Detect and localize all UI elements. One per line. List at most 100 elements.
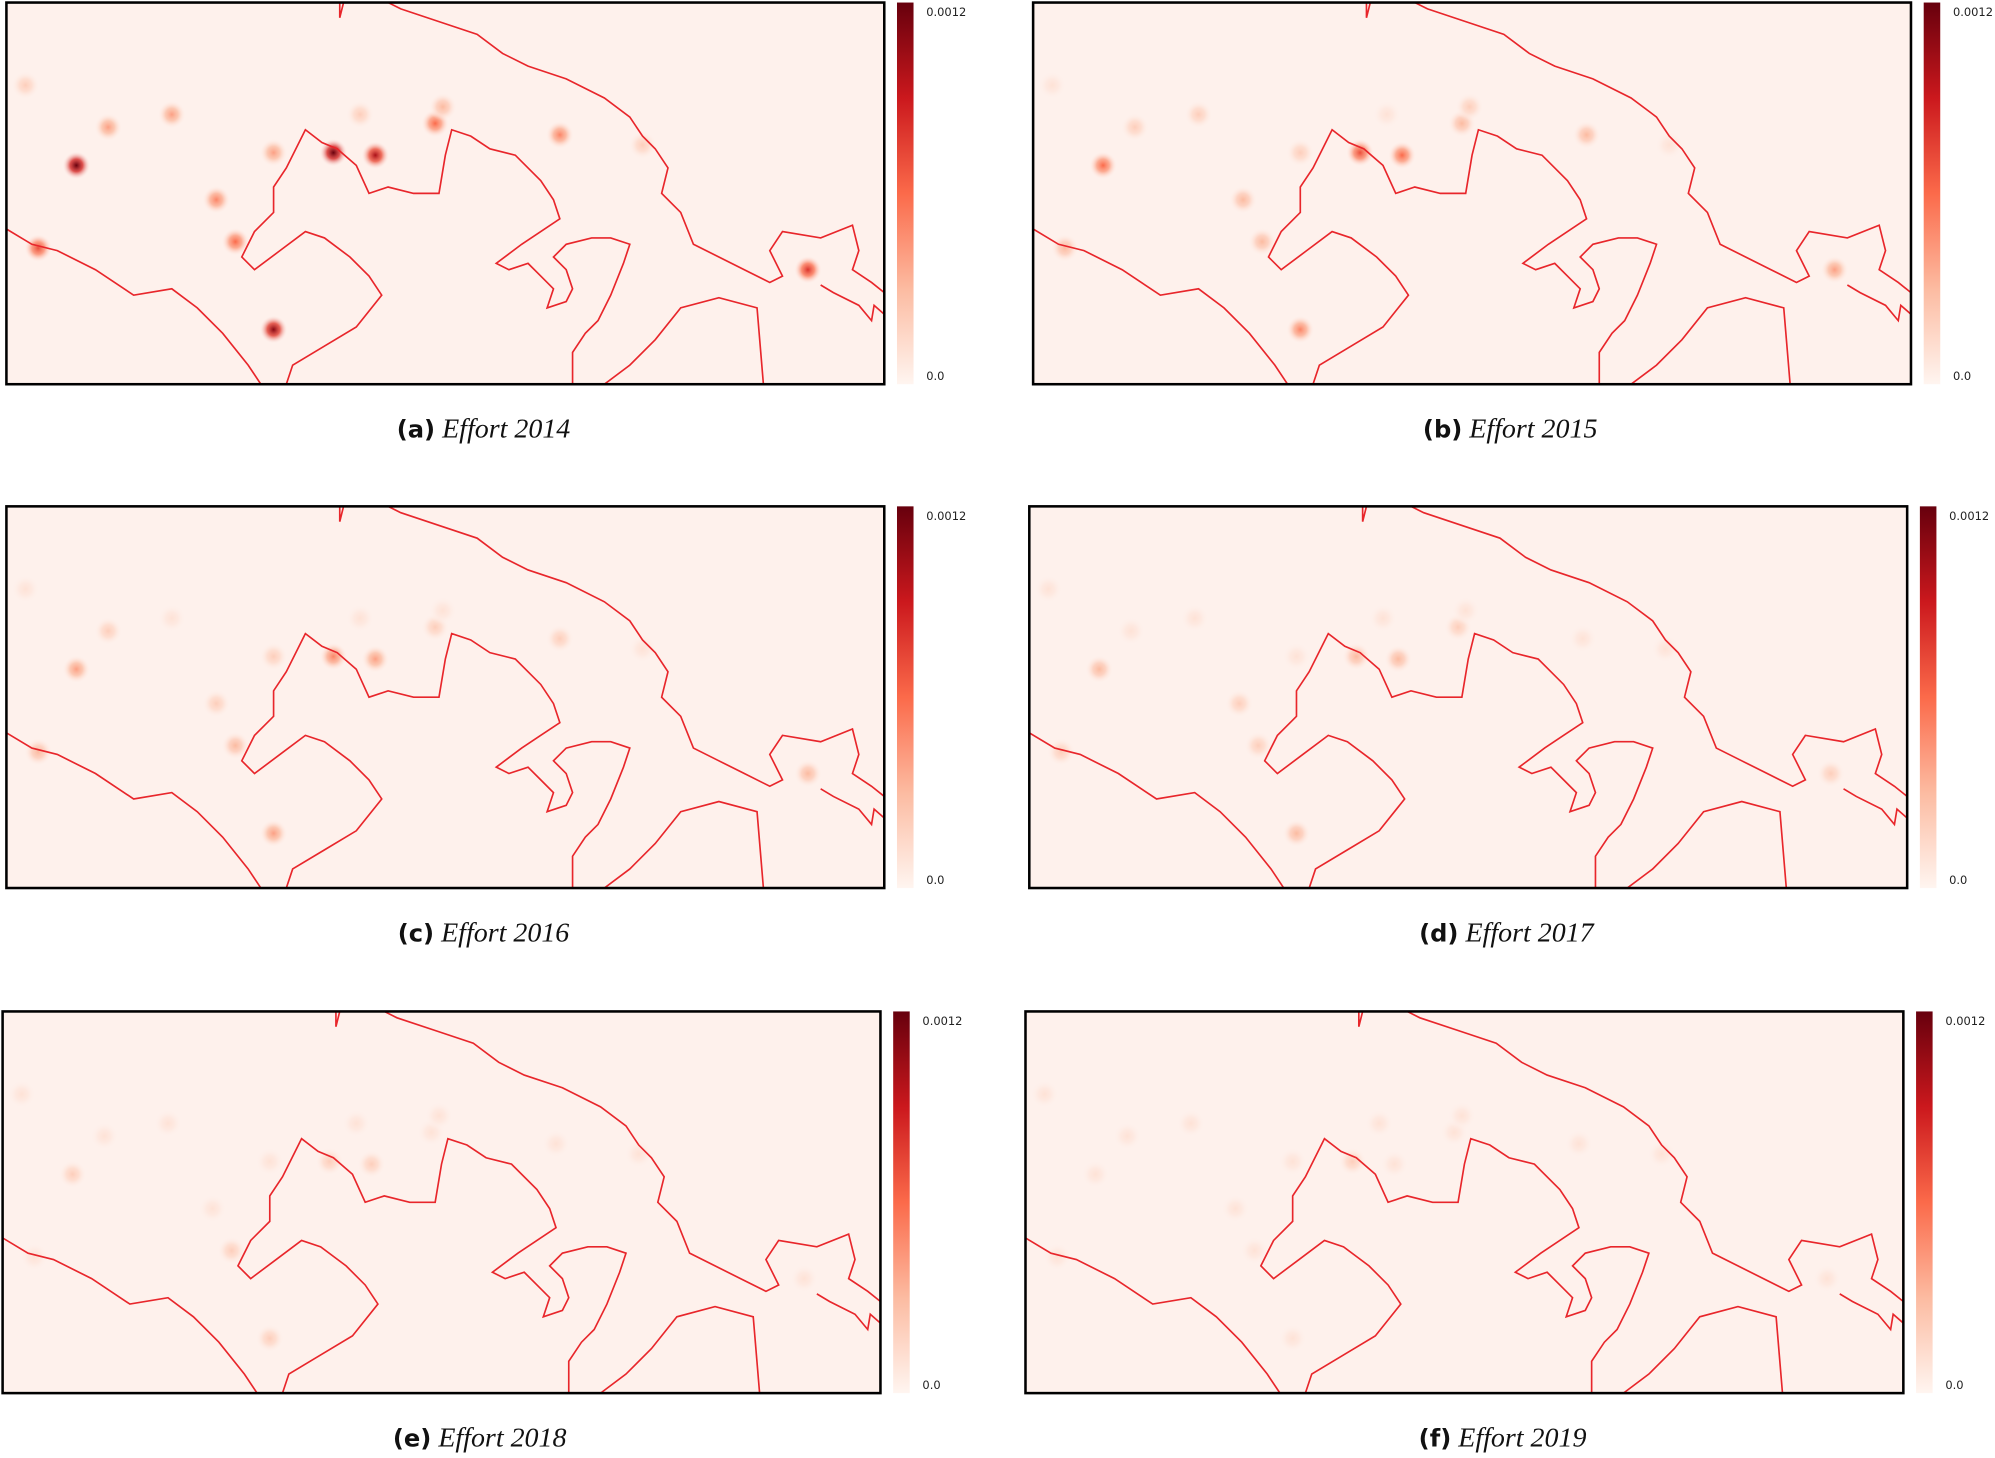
hotspot (255, 1147, 284, 1176)
coastline (6, 732, 262, 889)
hotspot (1030, 1080, 1059, 1109)
coastline (6, 228, 262, 385)
coastline (338, 506, 345, 522)
hotspot (1655, 131, 1684, 160)
hotspot (1572, 120, 1601, 149)
coastline (1025, 1237, 1281, 1394)
hotspot (1813, 1264, 1842, 1293)
coastline (1263, 632, 1654, 889)
map-background (6, 506, 885, 889)
colorbar-tick-label: 0.0012 (1953, 5, 1993, 19)
hotspot (24, 234, 53, 263)
hotspot (346, 100, 375, 129)
hotspot (157, 604, 186, 633)
caption-title: Effort 2014 (441, 414, 570, 445)
hotspot (20, 1242, 49, 1271)
hotspot (361, 141, 390, 170)
hotspot (255, 1324, 284, 1353)
caption-space (435, 414, 442, 445)
colorbar-tick-label: 0.0 (1953, 369, 1971, 383)
hotspot (94, 113, 123, 142)
hotspot (259, 642, 288, 671)
map-frame (5, 505, 886, 890)
hotspot (1081, 1160, 1110, 1189)
coastline (1029, 732, 1285, 889)
coastline (1357, 1011, 1364, 1027)
hotspot (1338, 1147, 1367, 1176)
coastline (240, 632, 631, 889)
hotspot (793, 759, 822, 788)
caption-label: (f) (1419, 1425, 1452, 1453)
coastline (820, 284, 885, 323)
hotspot (157, 100, 186, 129)
hotspot (1278, 1324, 1307, 1353)
coastline (1630, 296, 1791, 385)
hotspot (7, 1080, 36, 1109)
coastline (387, 2, 885, 294)
coastline (2, 1237, 258, 1394)
coastline (387, 506, 885, 798)
coastline (603, 800, 765, 889)
map-background (1033, 2, 1911, 385)
hotspot (1384, 645, 1413, 674)
colorbar (893, 1011, 910, 1394)
hotspot (428, 596, 457, 625)
hotspot (153, 1109, 182, 1138)
caption-space (1451, 1423, 1458, 1454)
coastline (1843, 788, 1908, 827)
map-panel (1033, 2, 1911, 385)
colorbar-tick-label: 0.0 (922, 1378, 940, 1392)
colorbar (896, 506, 914, 889)
colorbar-tick-label: 0.0012 (1949, 509, 1989, 523)
colorbar-tick-label: 0.0012 (1945, 1014, 1985, 1028)
colorbar (1919, 506, 1937, 889)
coastline (816, 1293, 881, 1332)
coastline (600, 1305, 761, 1394)
colorbar-tick-label: 0.0 (1945, 1378, 1963, 1392)
hotspot (1278, 1147, 1307, 1176)
coastline (1365, 2, 1372, 19)
coastline (1033, 228, 1289, 385)
hotspot (1380, 1150, 1409, 1179)
caption-title: Effort 2019 (1457, 1423, 1586, 1454)
hotspot (62, 655, 91, 684)
map-frame (1028, 505, 1909, 890)
hotspot (790, 1264, 819, 1293)
hotspot (1176, 1109, 1205, 1138)
caption-label: (e) (393, 1425, 431, 1453)
hotspot (1564, 1129, 1593, 1158)
map-background (1029, 506, 1908, 889)
hotspot (90, 1122, 119, 1151)
hotspot (545, 624, 574, 653)
hotspot (62, 151, 91, 180)
hotspot (1113, 1122, 1142, 1151)
hotspot (1447, 1101, 1476, 1130)
caption-space (434, 917, 441, 948)
hotspot (1221, 1194, 1250, 1223)
hotspot (315, 1147, 344, 1176)
hotspot (259, 315, 288, 344)
caption-space (1462, 414, 1469, 445)
hotspot (58, 1160, 87, 1189)
caption-title: Effort 2016 (440, 917, 569, 948)
hotspot (357, 1150, 386, 1179)
hotspot (1043, 1242, 1072, 1271)
hotspot (1244, 731, 1273, 760)
colorbar-tick-label: 0.0012 (926, 509, 966, 523)
hotspot (428, 92, 457, 121)
caption-title: Effort 2015 (1468, 414, 1597, 445)
hotspot (1816, 759, 1845, 788)
map-frame (1031, 1, 1913, 386)
colorbar-tick-label: 0.0012 (926, 5, 966, 19)
caption-title: Effort 2017 (1464, 917, 1594, 948)
hotspot (1342, 642, 1371, 671)
hotspot (545, 120, 574, 149)
caption-label: (a) (397, 416, 435, 444)
coastline (1839, 1293, 1904, 1332)
map-panel (6, 2, 885, 385)
hotspot (11, 71, 40, 100)
hotspot (11, 575, 40, 604)
hotspot (319, 138, 348, 167)
hotspot (24, 737, 53, 766)
